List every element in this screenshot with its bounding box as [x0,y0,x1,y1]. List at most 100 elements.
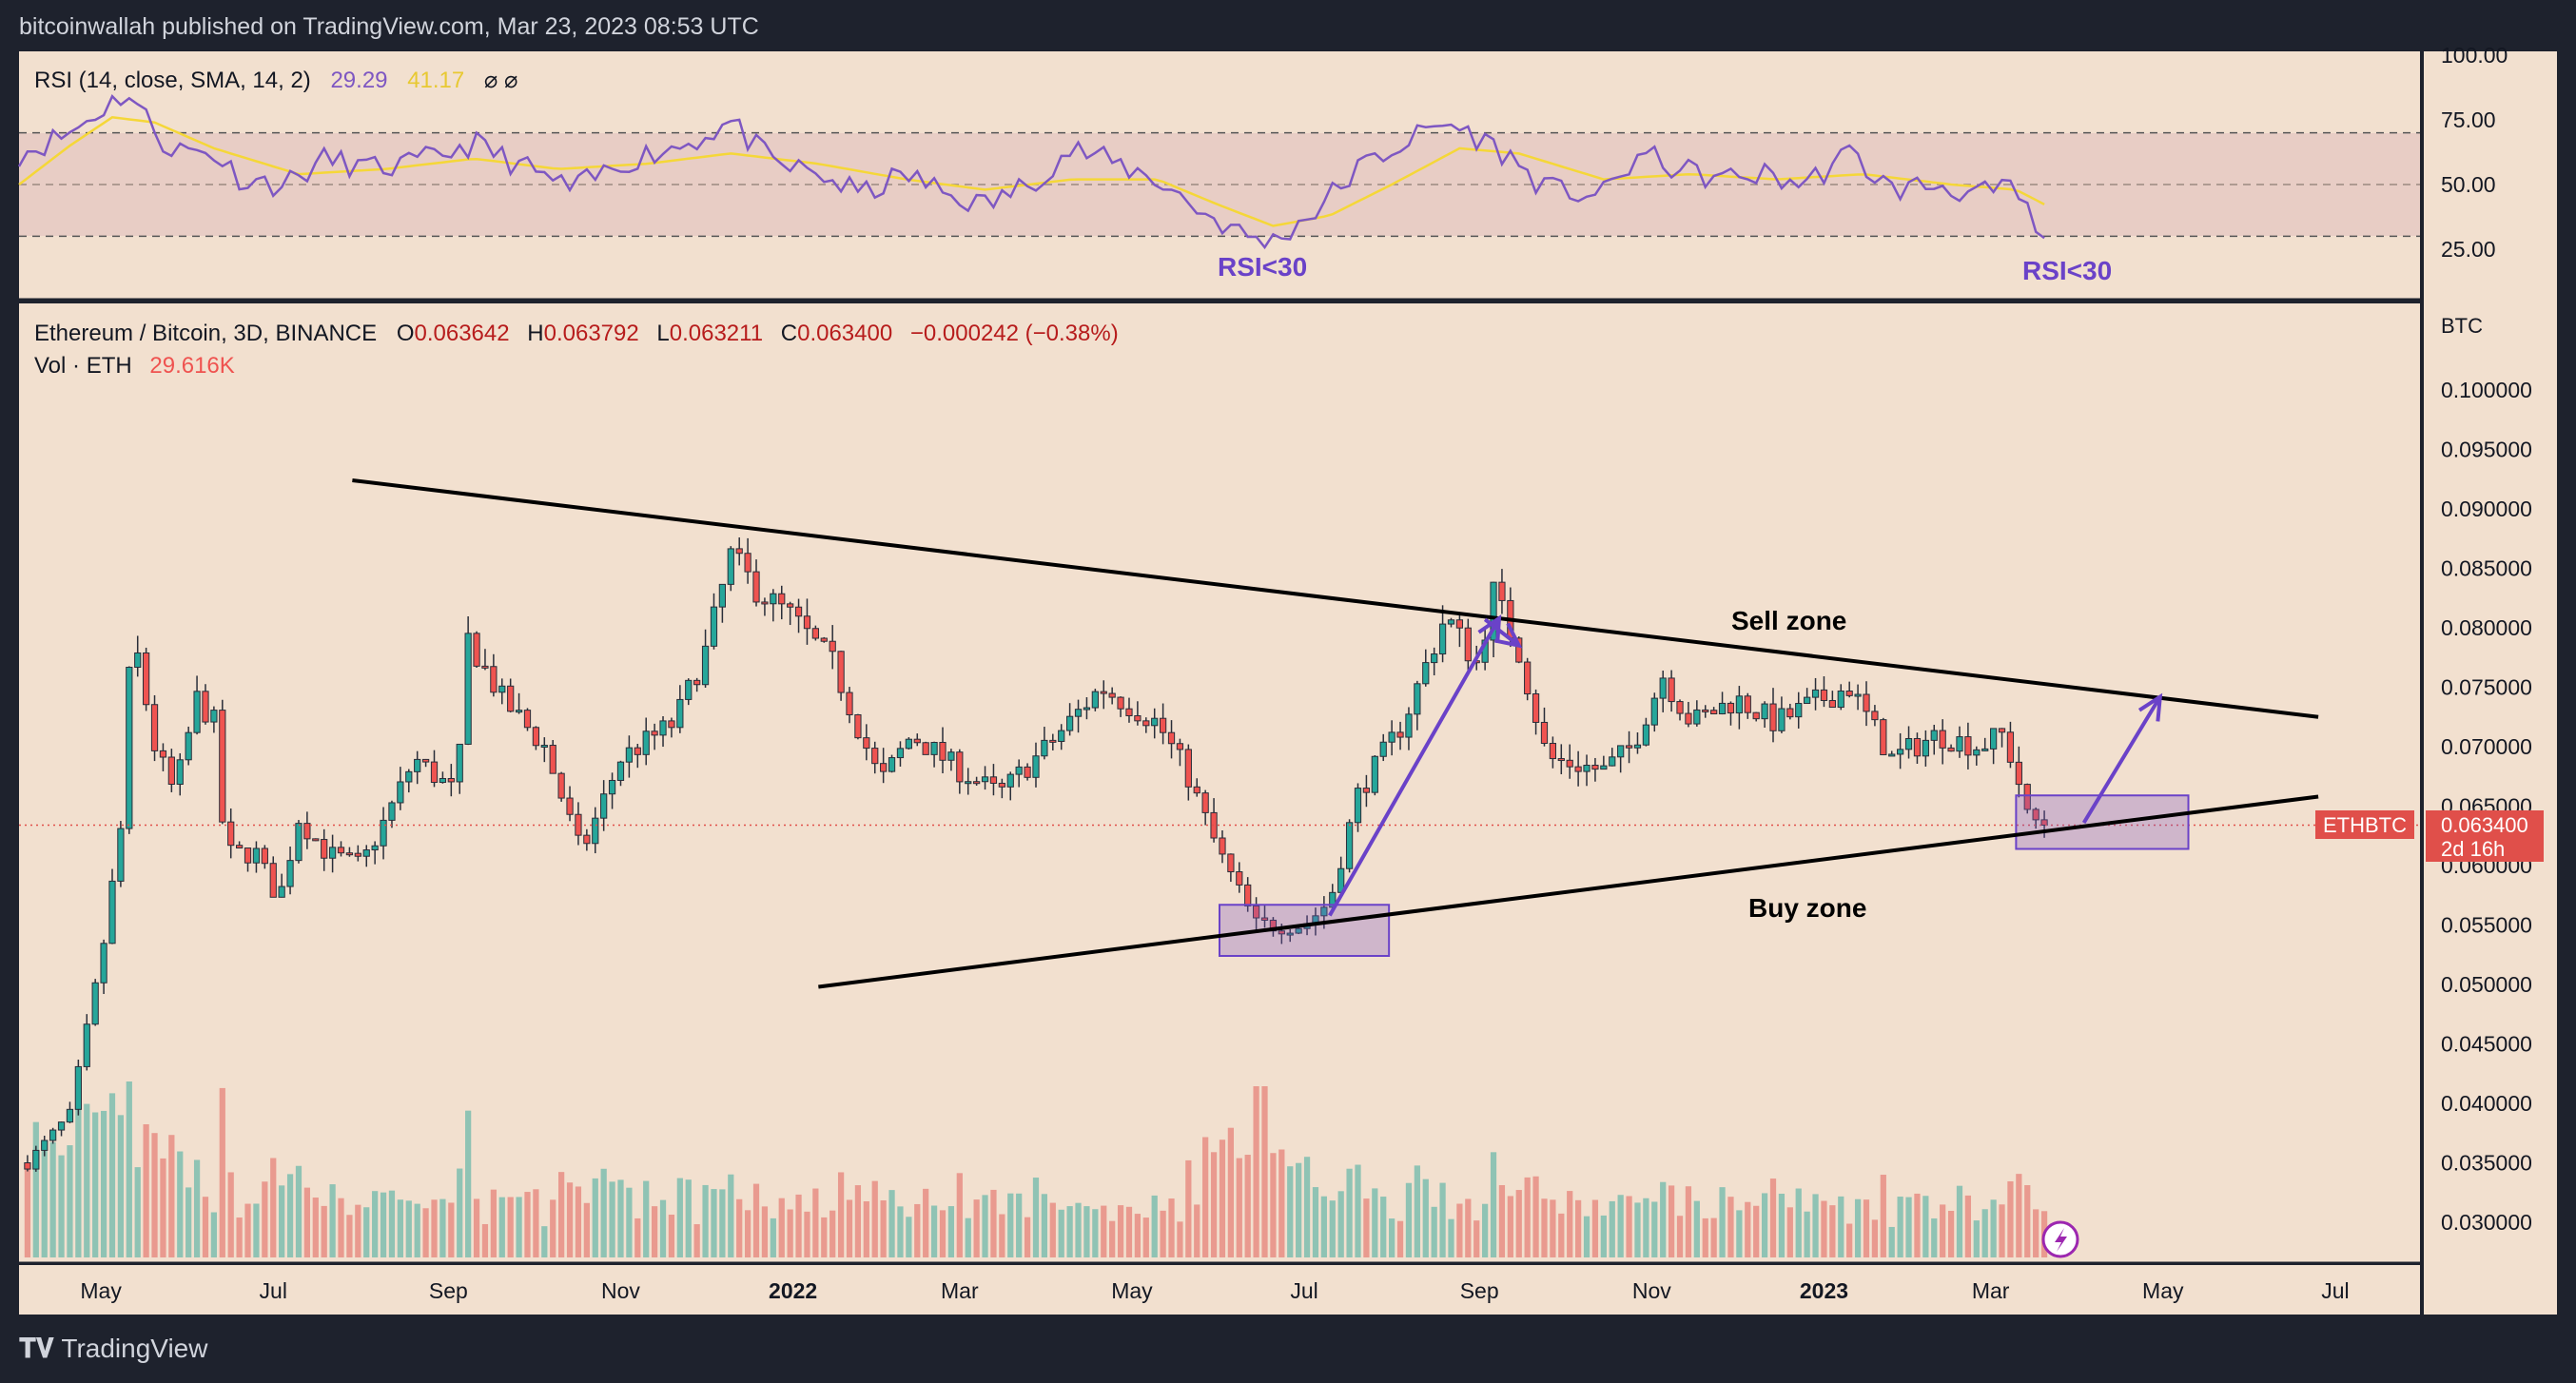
candle [159,750,167,758]
volume-bar [210,1212,218,1257]
price-tag-price: 0.063400 [2441,813,2528,837]
volume-bar [1888,1226,1895,1257]
candle [1108,692,1116,698]
volume-bar [634,1217,641,1257]
volume-bar [1693,1200,1700,1257]
time-axis-label: Nov [601,1278,640,1303]
volume-bar [846,1199,853,1257]
time-axis-label: 2022 [769,1278,817,1303]
tradingview-logo-icon: 𝐓𝐕 [19,1334,54,1363]
volume-bar [1389,1218,1395,1257]
candle [1609,756,1616,767]
volume-bar [2016,1174,2022,1257]
candle [1668,677,1675,703]
candle [1091,691,1099,709]
ohlc-open: 0.063642 [414,321,509,346]
candle [295,823,302,862]
time-axis-bg [19,1265,2420,1315]
volume-bar [804,1211,810,1257]
volume-bar [973,1199,980,1257]
time-axis-label: Jul [260,1278,287,1303]
volume-bar [1922,1196,1929,1257]
candle [227,821,235,847]
candle [1540,721,1549,745]
rsi-legend-name: RSI (14, close, SMA, 14, 2) [34,68,311,93]
volume-bar [854,1185,862,1257]
candle [778,593,786,605]
price-axis-label: 0.085000 [2441,556,2532,581]
volume-bar [1702,1217,1708,1257]
volume-bar [956,1173,963,1257]
candle [1735,695,1743,714]
volume-bar [524,1192,531,1257]
price-axis-label: 0.030000 [2441,1210,2532,1235]
candle [1549,743,1557,760]
time-axis-label: Sep [1460,1278,1499,1303]
volume-bar [1041,1194,1048,1257]
volume-bar [1134,1214,1142,1257]
candle [811,628,819,639]
volume-bar [1066,1206,1073,1257]
candle [1676,701,1684,714]
price-tag-countdown: 2d 16h [2441,837,2505,861]
volume-bar [286,1174,294,1257]
volume-bar [473,1198,480,1257]
candle [947,751,955,761]
candle [1193,786,1200,794]
volume-bar [897,1206,904,1257]
volume-bar [1482,1203,1489,1257]
candle [1515,637,1523,663]
candle [447,777,455,783]
tradingview-logo[interactable]: 𝐓𝐕 TradingView [19,1334,207,1365]
candle [896,748,905,759]
volume-bar [75,1088,82,1257]
volume-bar [1778,1193,1786,1257]
volume-bar [1227,1127,1234,1257]
volume-bar [67,1145,73,1257]
candle [608,779,616,795]
volume-bar [1532,1176,1539,1257]
price-axis-unit: BTC [2441,314,2483,338]
candle [642,730,650,755]
candle [126,667,133,829]
candle [2032,808,2039,821]
volume-bar [1346,1168,1353,1257]
candle [930,742,938,755]
price-axis-label: 0.050000 [2441,972,2532,997]
candle [1219,837,1226,855]
volume-bar [1490,1152,1497,1257]
arrow-head-2 [2137,692,2163,722]
candle [1693,709,1701,725]
candle [989,776,998,784]
candle [1710,710,1718,715]
volume-bar [439,1198,446,1257]
price-axis-label: 0.095000 [2441,438,2532,462]
volume-bar [1465,1198,1472,1257]
volume-bar [1753,1205,1760,1257]
volume-bar [1210,1152,1218,1257]
candle [1278,930,1285,935]
volume-bar [1396,1220,1404,1257]
rsi-legend-icons[interactable]: ⌀ ⌀ [484,68,518,93]
candle [1396,731,1404,738]
candle [566,797,574,815]
lightning-badge[interactable] [2041,1220,2079,1258]
ohlc-low: 0.063211 [670,321,763,346]
candle [659,720,667,736]
volume-bar [1727,1197,1734,1257]
volume-bar [1032,1178,1040,1257]
volume-bar [1244,1155,1251,1257]
volume-bar [151,1133,158,1257]
volume-bar [1363,1198,1370,1257]
candle [1625,745,1633,749]
candle [1405,713,1413,738]
volume-bar [108,1093,116,1257]
volume-bar [1626,1196,1632,1257]
volume-bar [1947,1210,1955,1257]
candle [710,606,718,647]
volume-bar [1296,1162,1302,1257]
candle [1600,765,1608,770]
candle [540,745,548,749]
symbol-line: Ethereum / Bitcoin, 3D, BINANCE [34,321,377,346]
candle [1345,822,1354,869]
